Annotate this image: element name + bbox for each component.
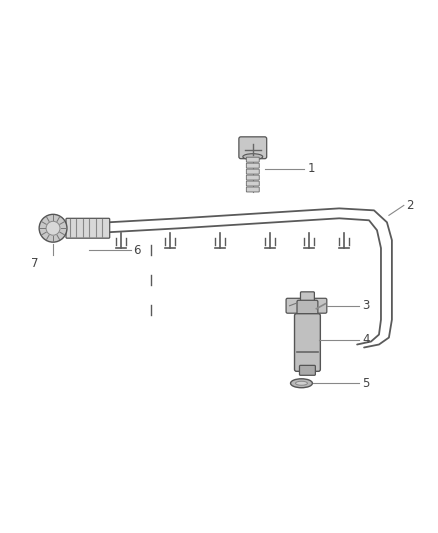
FancyBboxPatch shape: [294, 314, 320, 372]
FancyBboxPatch shape: [66, 219, 110, 238]
FancyBboxPatch shape: [246, 169, 259, 174]
Text: 6: 6: [134, 244, 141, 256]
FancyBboxPatch shape: [297, 300, 318, 317]
Text: 5: 5: [362, 377, 370, 390]
Text: 7: 7: [31, 256, 39, 270]
FancyBboxPatch shape: [246, 157, 259, 162]
Circle shape: [39, 214, 67, 242]
FancyBboxPatch shape: [246, 163, 259, 168]
FancyBboxPatch shape: [300, 292, 314, 302]
Circle shape: [46, 221, 60, 235]
Ellipse shape: [290, 379, 312, 387]
FancyBboxPatch shape: [246, 181, 259, 186]
Text: 4: 4: [362, 333, 370, 346]
FancyBboxPatch shape: [246, 175, 259, 180]
Ellipse shape: [296, 381, 307, 385]
FancyBboxPatch shape: [300, 365, 315, 375]
Ellipse shape: [243, 154, 263, 160]
Text: 2: 2: [406, 199, 413, 212]
FancyBboxPatch shape: [286, 298, 327, 313]
FancyBboxPatch shape: [246, 187, 259, 192]
Text: 3: 3: [362, 299, 370, 312]
FancyBboxPatch shape: [239, 137, 267, 159]
Text: 1: 1: [307, 162, 315, 175]
